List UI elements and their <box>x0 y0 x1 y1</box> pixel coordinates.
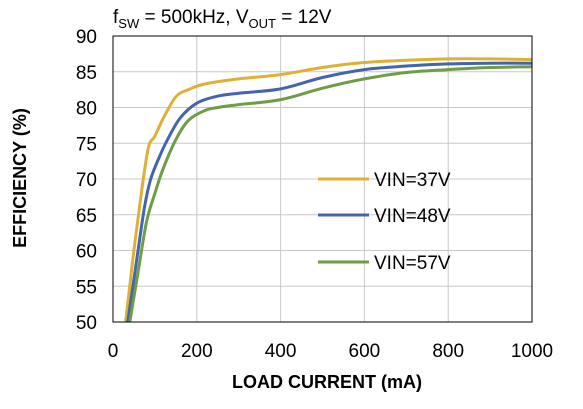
x-tick-label: 400 <box>265 341 297 362</box>
x-tick-label: 1000 <box>511 341 553 362</box>
y-tick-label: 70 <box>76 170 97 191</box>
x-tick-labels: 0 200 400 600 800 1000 <box>108 341 553 362</box>
series-line-vin-48v <box>126 61 533 323</box>
title-f: f <box>113 7 119 28</box>
y-tick-label: 90 <box>76 27 97 48</box>
y-tick-label: 50 <box>76 313 97 334</box>
plot-frame <box>112 35 533 323</box>
title-out-subscript: OUT <box>249 16 277 31</box>
legend-label: VIN=48V <box>374 206 451 227</box>
y-tick-labels: 50 55 60 65 70 75 80 85 90 <box>76 27 97 334</box>
series-lines <box>124 57 533 323</box>
y-axis-title: EFFICIENCY (%) <box>10 108 30 248</box>
series-line-vin-57v <box>128 65 533 323</box>
x-tick-label: 800 <box>432 341 464 362</box>
series-line-vin-37v <box>124 57 533 323</box>
title-sw-subscript: SW <box>118 16 140 31</box>
x-axis-title: LOAD CURRENT (mA) <box>232 372 422 392</box>
chart-title: fSW = 500kHz, VOUT = 12V <box>113 7 332 31</box>
legend-label: VIN=37V <box>374 170 451 191</box>
y-tick-label: 55 <box>76 277 97 298</box>
title-mid: = 500kHz, V <box>139 7 249 28</box>
y-tick-label: 65 <box>76 206 97 227</box>
x-tick-label: 600 <box>349 341 381 362</box>
legend: VIN=37V VIN=48V VIN=57V <box>318 170 451 274</box>
svg-text:fSW = 500kHz, VOUT = 12V: fSW = 500kHz, VOUT = 12V <box>113 7 332 31</box>
y-tick-label: 75 <box>76 134 97 155</box>
legend-label: VIN=57V <box>374 253 451 274</box>
x-tick-label: 0 <box>108 341 119 362</box>
y-tick-label: 85 <box>76 63 97 84</box>
title-end: = 12V <box>276 7 332 28</box>
x-tick-label: 200 <box>181 341 213 362</box>
y-tick-label: 60 <box>76 242 97 263</box>
y-tick-label: 80 <box>76 99 97 120</box>
